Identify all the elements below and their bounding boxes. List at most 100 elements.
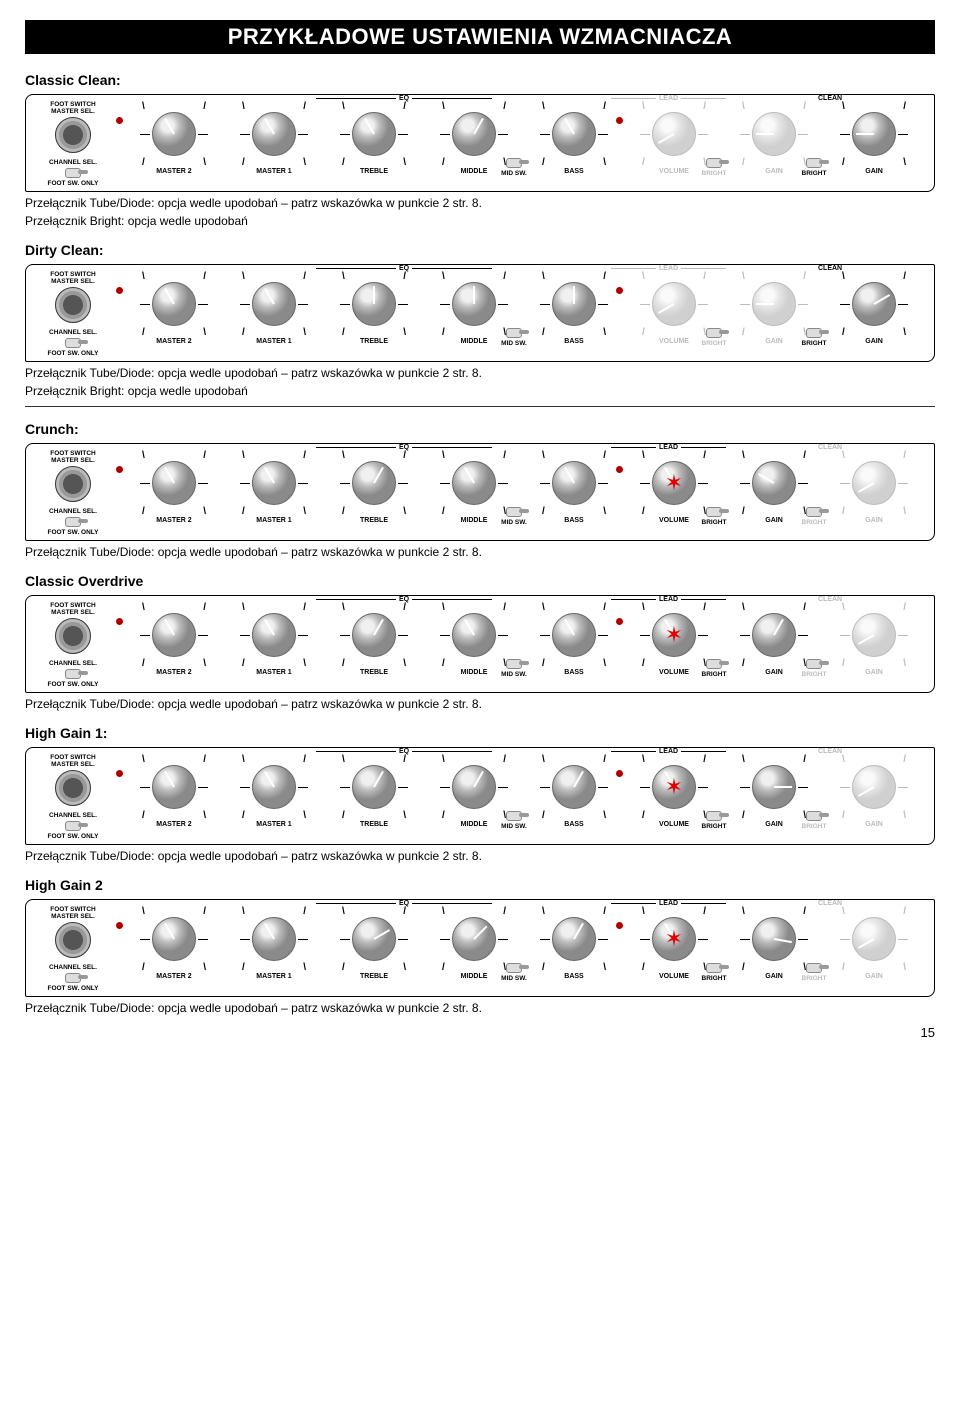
bright-switch[interactable]: [800, 158, 828, 168]
knob[interactable]: [352, 917, 396, 961]
knob[interactable]: ✶: [652, 765, 696, 809]
bright-switch[interactable]: [800, 963, 828, 973]
knob[interactable]: [352, 112, 396, 156]
knob[interactable]: [352, 282, 396, 326]
knob[interactable]: [452, 282, 496, 326]
knob[interactable]: [552, 765, 596, 809]
knob-label: GAIN: [765, 973, 783, 981]
knob-label: MASTER 2: [156, 973, 191, 981]
knob[interactable]: ✶: [652, 613, 696, 657]
knob[interactable]: [452, 461, 496, 505]
knob[interactable]: [152, 112, 196, 156]
channel-toggle[interactable]: [59, 973, 87, 983]
knob[interactable]: [452, 917, 496, 961]
footswitch-jack[interactable]: [55, 770, 91, 806]
knob[interactable]: [152, 282, 196, 326]
tick-top: \/: [328, 450, 420, 460]
channel-toggle[interactable]: [59, 168, 87, 178]
mid-switch[interactable]: [500, 811, 528, 821]
knob[interactable]: [252, 282, 296, 326]
switch-sublabel: BRIGHT: [702, 823, 727, 831]
knob[interactable]: [552, 112, 596, 156]
knob[interactable]: [352, 461, 396, 505]
bright-switch[interactable]: [800, 811, 828, 821]
preset-name: Classic Clean:: [25, 72, 935, 88]
knob[interactable]: [452, 613, 496, 657]
knob[interactable]: [152, 613, 196, 657]
knob[interactable]: [352, 613, 396, 657]
bright-switch[interactable]: [800, 328, 828, 338]
switch-sublabel: MID SW.: [501, 170, 527, 178]
knob[interactable]: [252, 613, 296, 657]
knob[interactable]: [852, 461, 896, 505]
bright-switch[interactable]: [800, 507, 828, 517]
mid-switch[interactable]: [500, 507, 528, 517]
knob[interactable]: [452, 112, 496, 156]
knob[interactable]: [152, 917, 196, 961]
section-divider: [25, 406, 935, 407]
knob[interactable]: [552, 917, 596, 961]
knob[interactable]: [252, 461, 296, 505]
channel-toggle[interactable]: [59, 669, 87, 679]
knob-label: BASS: [564, 973, 583, 981]
channel-toggle[interactable]: [59, 821, 87, 831]
knob[interactable]: [852, 613, 896, 657]
knob[interactable]: [752, 917, 796, 961]
channel-toggle[interactable]: [59, 517, 87, 527]
footswitch-jack[interactable]: [55, 117, 91, 153]
left-controls: FOOT SWITCH MASTER SEL.CHANNEL SEL.FOOT …: [34, 450, 112, 536]
knob[interactable]: ✶: [652, 917, 696, 961]
knob-pointer: [464, 619, 475, 636]
knob-bass: \/——/\BASSMID SW.: [528, 450, 620, 525]
mid-switch[interactable]: [500, 659, 528, 669]
footswitch-jack[interactable]: [55, 922, 91, 958]
knob[interactable]: [752, 461, 796, 505]
bright-switch[interactable]: [700, 328, 728, 338]
tick-top: \/: [528, 101, 620, 111]
knob[interactable]: [852, 765, 896, 809]
knob[interactable]: [752, 765, 796, 809]
knob[interactable]: [552, 461, 596, 505]
switch-sublabel: BRIGHT: [802, 975, 827, 983]
knob[interactable]: [552, 613, 596, 657]
foot-only-label: FOOT SW. ONLY: [47, 985, 98, 992]
bright-switch[interactable]: [700, 963, 728, 973]
mid-switch[interactable]: [500, 158, 528, 168]
knob[interactable]: [652, 282, 696, 326]
knob[interactable]: [252, 112, 296, 156]
knob[interactable]: [852, 282, 896, 326]
knob[interactable]: [752, 282, 796, 326]
switch-sublabel: BRIGHT: [802, 340, 827, 348]
knob[interactable]: [752, 112, 796, 156]
knob[interactable]: [152, 765, 196, 809]
knob[interactable]: [252, 765, 296, 809]
tick-top: \/: [228, 271, 320, 281]
bright-switch[interactable]: [700, 659, 728, 669]
footswitch-jack[interactable]: [55, 287, 91, 323]
bright-switch[interactable]: [700, 811, 728, 821]
knob[interactable]: [752, 613, 796, 657]
mid-switch[interactable]: [500, 963, 528, 973]
bright-switch[interactable]: [700, 507, 728, 517]
footswitch-jack[interactable]: [55, 466, 91, 502]
mid-switch[interactable]: [500, 328, 528, 338]
left-controls: FOOT SWITCH MASTER SEL.CHANNEL SEL.FOOT …: [34, 101, 112, 187]
channel-toggle[interactable]: [59, 338, 87, 348]
knob-pointer: [264, 467, 275, 484]
knob[interactable]: [552, 282, 596, 326]
footswitch-jack[interactable]: [55, 618, 91, 654]
knob[interactable]: ✶: [652, 461, 696, 505]
knob[interactable]: [852, 112, 896, 156]
knob-label: MASTER 2: [156, 338, 191, 346]
knob[interactable]: [452, 765, 496, 809]
knob[interactable]: [652, 112, 696, 156]
knob[interactable]: [252, 917, 296, 961]
knob[interactable]: [352, 765, 396, 809]
knob-label: GAIN: [765, 669, 783, 677]
tick-top: \/: [528, 271, 620, 281]
bright-switch[interactable]: [800, 659, 828, 669]
bright-switch[interactable]: [700, 158, 728, 168]
knob[interactable]: [852, 917, 896, 961]
tick-top: \/: [128, 101, 220, 111]
knob[interactable]: [152, 461, 196, 505]
